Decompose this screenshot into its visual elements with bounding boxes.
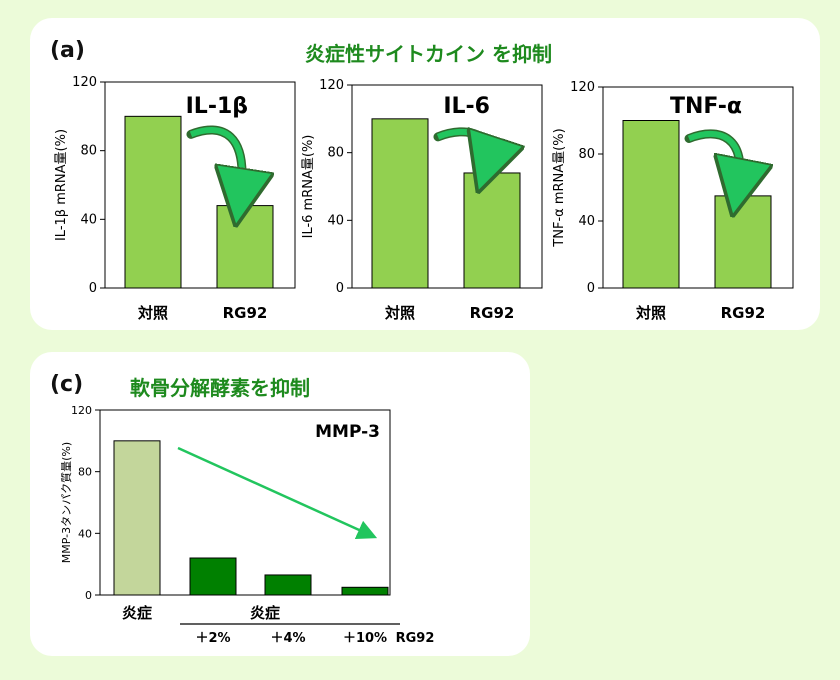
chart-3-ylabel: TNF-α mRNA量(%) (552, 128, 567, 247)
chart-4-bar-3 (264, 574, 312, 596)
chart-3-ytick-label-2: 80 (578, 147, 595, 162)
chart-4-ytick-label-2: 80 (78, 466, 92, 479)
chart-3-bar-1 (622, 120, 680, 289)
chart-1-bar-2 (216, 205, 274, 289)
chart-2-category-1: 対照 (384, 304, 415, 322)
panel-c: (c) 軟骨分解酵素を抑制 (30, 352, 530, 656)
chart-2-ylabel: IL-6 mRNA量(%) (301, 135, 316, 239)
chart-1-title: IL-1β (186, 94, 248, 119)
chart-4-bar-2 (189, 557, 237, 596)
chart-1-frame (104, 81, 296, 289)
chart-3-category-2: RG92 (721, 304, 766, 322)
chart-4-ytick-label-3: 120 (71, 404, 92, 417)
chart-1-ytick-label-2: 80 (80, 144, 97, 159)
chart-1-bar-1 (124, 115, 182, 289)
chart-2-ytick-label-0: 0 (336, 281, 344, 296)
chart-3-category-1: 対照 (635, 304, 666, 322)
chart-4-arrow (177, 446, 378, 539)
panel-c-title: 軟骨分解酵素を抑制 (130, 376, 310, 400)
chart-4-group-label: 炎症 (250, 604, 280, 622)
panel-c-label: (c) (50, 372, 84, 397)
chart-3-ytick-label-3: 120 (570, 80, 595, 95)
chart-4-title: MMP-3 (315, 422, 380, 442)
chart-1-ylabel: IL-1β mRNA量(%) (54, 129, 69, 241)
chart-1-arrow (189, 126, 242, 198)
chart-4-bar-4 (341, 586, 389, 596)
chart-4-category-1: 炎症 (122, 604, 152, 622)
chart-1-category-2: RG92 (223, 304, 268, 322)
chart-3-arrow (687, 130, 740, 188)
chart-3-frame (602, 86, 794, 289)
chart-4-bar-1 (113, 440, 161, 596)
chart-4-category-4: ＋10% (343, 631, 387, 646)
panel-a-label: (a) (50, 38, 85, 63)
chart-1-ytick-label-0: 0 (89, 281, 97, 296)
panel-a-title: 炎症性サイトカイン を抑制 (305, 42, 552, 66)
chart-2-ytick-label-1: 40 (327, 213, 344, 228)
chart-3-ytick-label-1: 40 (578, 214, 595, 229)
chart-2-ytick-label-2: 80 (327, 146, 344, 161)
chart-2-arrow (436, 132, 489, 165)
chart-2-category-2: RG92 (470, 304, 515, 322)
chart-4-category-2: ＋2% (195, 631, 230, 646)
chart-4-frame (99, 409, 391, 596)
chart-3-title: TNF-α (670, 94, 742, 119)
chart-1-category-1: 対照 (137, 304, 168, 322)
chart-1-ytick-label-1: 40 (80, 212, 97, 227)
chart-4-category-3: ＋4% (270, 631, 305, 646)
chart-2-ytick-label-3: 120 (319, 78, 344, 93)
chart-4-rg-label: RG92 (396, 631, 435, 646)
chart-3-ytick-label-0: 0 (587, 281, 595, 296)
chart-2-bar-1 (371, 118, 429, 289)
chart-4-ytick-label-0: 0 (85, 589, 92, 602)
chart-1-ytick-label-3: 120 (72, 75, 97, 90)
chart-4-ylabel: MMP-3タンパク質量(%) (59, 442, 73, 563)
chart-2-bar-2 (463, 172, 521, 289)
chart-4-ytick-label-1: 40 (78, 527, 92, 540)
chart-2-title: IL-6 (443, 94, 490, 119)
chart-2-frame (351, 84, 543, 289)
chart-3-bar-2 (714, 195, 772, 289)
